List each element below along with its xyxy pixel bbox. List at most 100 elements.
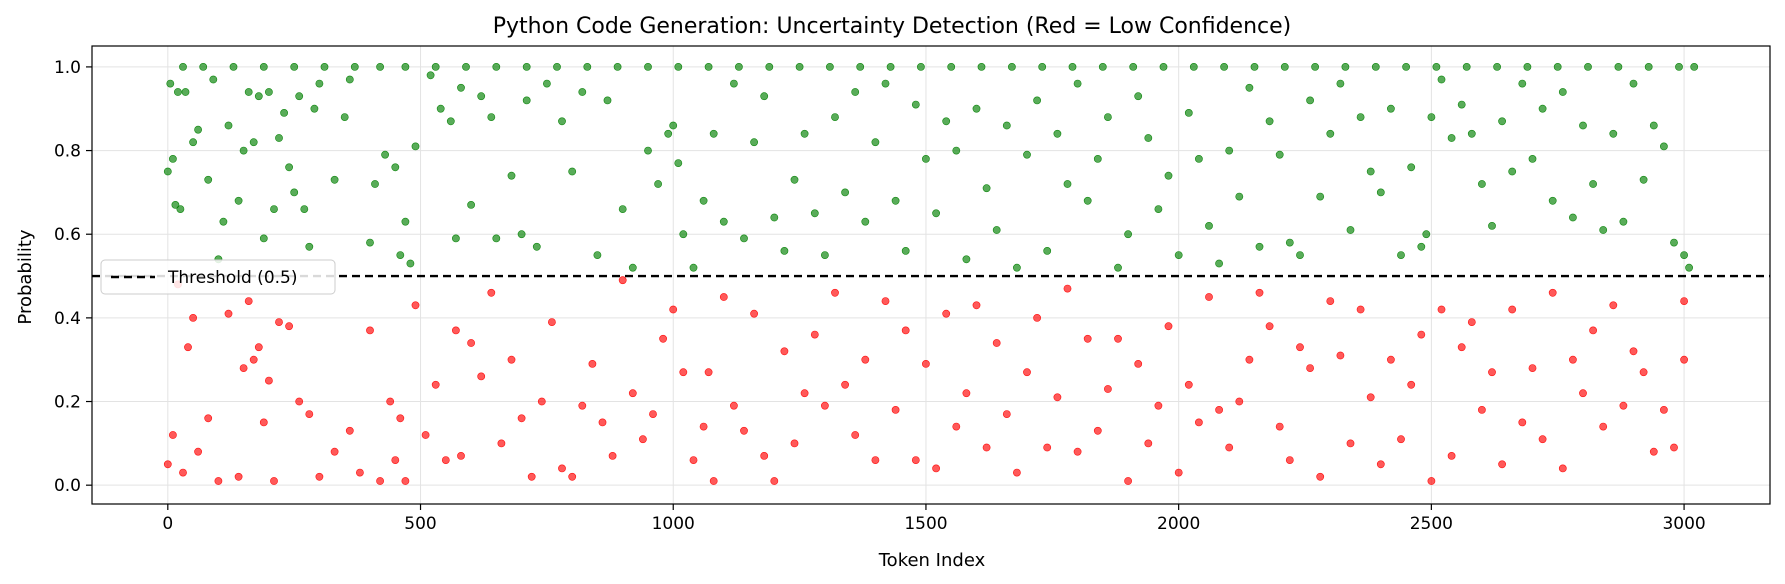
- data-point: [176, 205, 185, 213]
- data-point: [507, 171, 516, 180]
- data-point: [1538, 435, 1547, 444]
- data-point: [770, 477, 779, 485]
- data-point: [194, 125, 202, 134]
- data-point: [184, 343, 192, 352]
- data-point: [1124, 477, 1132, 485]
- data-point: [962, 255, 971, 264]
- data-point: [1341, 63, 1350, 71]
- data-point: [1114, 263, 1122, 272]
- data-point: [1407, 163, 1416, 172]
- data-point: [669, 121, 678, 130]
- data-point: [735, 63, 743, 71]
- data-point: [189, 313, 197, 322]
- data-point: [1467, 318, 1476, 326]
- data-point: [462, 63, 470, 71]
- data-point: [911, 100, 920, 109]
- data-point: [168, 431, 177, 439]
- data-point: [1174, 468, 1183, 477]
- data-point: [1225, 443, 1234, 452]
- data-point: [750, 138, 758, 147]
- data-point: [522, 63, 531, 71]
- data-point: [1235, 397, 1244, 406]
- data-point: [1508, 167, 1517, 176]
- data-point: [1129, 63, 1138, 71]
- data-point: [1387, 104, 1395, 113]
- data-point: [1336, 351, 1345, 360]
- data-point: [1639, 368, 1648, 377]
- data-point: [1579, 121, 1587, 130]
- data-point: [709, 129, 718, 138]
- data-point: [1462, 63, 1471, 71]
- data-point: [1159, 63, 1168, 71]
- data-point: [669, 305, 678, 314]
- data-point: [305, 410, 314, 418]
- data-point: [1306, 364, 1314, 372]
- plot-frame: [91, 45, 1771, 505]
- data-point: [426, 71, 435, 80]
- data-point: [1488, 368, 1496, 377]
- data-point: [199, 63, 208, 71]
- data-point: [532, 242, 541, 251]
- data-point: [709, 477, 718, 485]
- data-point: [1457, 100, 1466, 109]
- data-point: [1427, 113, 1436, 121]
- data-point: [1316, 472, 1325, 481]
- data-point: [972, 104, 981, 113]
- data-point: [1104, 113, 1112, 121]
- data-point: [1629, 79, 1638, 88]
- data-point: [856, 63, 865, 71]
- data-point: [548, 318, 556, 326]
- data-point: [229, 63, 238, 71]
- data-point: [831, 288, 839, 297]
- data-point: [699, 422, 708, 431]
- data-point: [1023, 368, 1031, 377]
- data-point: [1316, 192, 1325, 201]
- data-point: [517, 414, 526, 423]
- data-point: [1053, 393, 1062, 402]
- data-point: [553, 63, 561, 71]
- data-point: [1255, 242, 1264, 251]
- data-point: [1387, 355, 1395, 364]
- data-point: [558, 117, 566, 126]
- data-point: [770, 213, 779, 222]
- data-point: [371, 180, 379, 188]
- data-point: [259, 63, 268, 71]
- data-point: [578, 401, 587, 410]
- data-point: [244, 297, 253, 305]
- data-point: [431, 63, 440, 71]
- data-point: [1205, 221, 1213, 230]
- data-point: [1584, 63, 1592, 71]
- data-point: [1670, 443, 1678, 452]
- data-point: [522, 96, 531, 105]
- data-point: [901, 326, 910, 335]
- data-point: [1144, 439, 1153, 448]
- data-point: [1033, 96, 1041, 105]
- data-point: [1376, 188, 1385, 197]
- data-point: [239, 364, 248, 372]
- data-point: [1614, 63, 1623, 71]
- data-point: [679, 230, 688, 239]
- data-point: [366, 238, 374, 247]
- data-point: [1154, 401, 1163, 410]
- y-tick-label: 1.0: [54, 58, 81, 78]
- data-point: [1275, 422, 1284, 431]
- data-point: [1680, 355, 1688, 364]
- data-point: [1508, 305, 1517, 314]
- data-point: [618, 205, 627, 213]
- y-tick-label: 0.4: [54, 309, 81, 329]
- data-point: [1609, 301, 1618, 310]
- data-point: [290, 188, 299, 197]
- data-point: [659, 334, 667, 343]
- axis-ticks: 0 500 1000 1500 2000 2500 3000 0.0 0.2 0.4 0.6 0.8 1…: [54, 58, 1706, 534]
- data-point: [487, 288, 496, 297]
- data-point: [350, 63, 359, 71]
- data-point: [861, 355, 870, 364]
- data-point: [1073, 79, 1082, 88]
- data-point: [881, 297, 890, 305]
- data-point: [800, 129, 809, 138]
- data-point: [1660, 142, 1668, 151]
- data-point: [1083, 196, 1092, 205]
- data-point: [689, 456, 698, 464]
